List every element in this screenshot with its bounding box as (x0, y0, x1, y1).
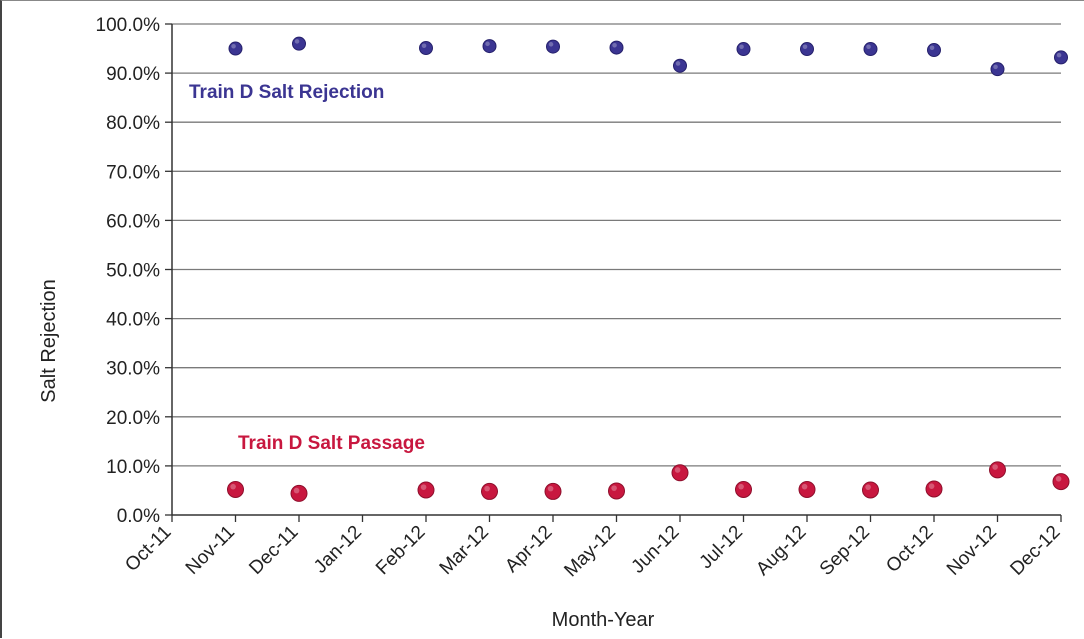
y-tick-labels: 0.0% 10.0% 20.0% 30.0% 40.0% 50.0% 60.0% 70.0% 8… (96, 15, 161, 527)
point-highlight (231, 44, 236, 49)
y-tick-label: 60.0% (106, 211, 160, 232)
x-tick-label: Sep-12 (816, 522, 874, 580)
rejection-point (228, 41, 243, 56)
rejection-point (482, 39, 497, 54)
y-tick-label: 70.0% (106, 162, 160, 183)
point-highlight (928, 483, 935, 489)
point-highlight (866, 44, 871, 50)
x-tick-labels: Oct-11 Nov-11 Dec-11 Jan-12 Feb-12 Mar-12 Apr-… (121, 522, 1064, 582)
point-highlight (739, 44, 744, 50)
series-label-passage: Train D Salt Passage (238, 433, 425, 454)
x-tick-label: Nov-12 (943, 522, 1001, 580)
x-tick-label: Apr-12 (501, 522, 556, 577)
y-tick-label: 50.0% (106, 261, 160, 282)
passage-point (417, 481, 435, 499)
x-tick-label: Dec-11 (245, 522, 302, 579)
x-tick-label: Dec-12 (1006, 522, 1064, 580)
x-tick-label: Aug-12 (752, 522, 810, 580)
axes (165, 23, 1062, 522)
point-highlight (992, 464, 998, 470)
y-tick-label: 40.0% (106, 310, 160, 331)
y-tick-label: 90.0% (106, 64, 160, 85)
x-tick-label: Nov-11 (182, 522, 239, 579)
passage-point (925, 480, 943, 498)
point-highlight (230, 483, 236, 490)
y-tick-label: 10.0% (106, 457, 160, 478)
x-tick-label: Feb-12 (372, 522, 429, 579)
rejection-point (609, 40, 624, 55)
rejection-point (863, 42, 878, 57)
passage-point (544, 482, 562, 500)
rejection-point (927, 43, 941, 58)
y-tick-label: 80.0% (106, 113, 160, 134)
point-highlight (420, 484, 427, 490)
x-tick-label: Jul-12 (696, 522, 747, 573)
passage-point (798, 480, 816, 498)
series-label-rejection: Train D Salt Rejection (189, 82, 384, 103)
rejection-point (292, 36, 306, 51)
passage-point (862, 481, 879, 499)
point-highlight (548, 42, 554, 47)
point-highlight (865, 484, 871, 490)
point-highlight (738, 483, 744, 490)
x-tick-label: Mar-12 (436, 522, 493, 579)
point-highlight (611, 485, 617, 491)
point-highlight (547, 485, 554, 492)
y-tick-label: 30.0% (106, 359, 160, 380)
point-highlight (1055, 476, 1062, 482)
rejection-point (800, 42, 814, 57)
point-highlight (929, 45, 935, 51)
rejection-point (990, 62, 1005, 77)
rejection-point (736, 42, 751, 57)
rejection-point (419, 41, 433, 56)
point-highlight (675, 61, 681, 66)
point-highlight (802, 44, 808, 50)
point-highlight (421, 43, 427, 49)
x-tick-label: May-12 (560, 522, 620, 582)
gridlines (172, 23, 1061, 467)
point-highlight (484, 485, 490, 492)
y-tick-label: 100.0% (96, 15, 161, 36)
rejection-point (546, 39, 560, 54)
passage-point (989, 461, 1006, 479)
rejection-point (673, 58, 687, 73)
rejection-point (1054, 50, 1068, 65)
point-highlight (485, 41, 490, 47)
y-tick-label: 20.0% (106, 408, 160, 429)
x-tick-label: Jun-12 (628, 522, 684, 578)
point-highlight (801, 483, 808, 490)
point-highlight (294, 39, 300, 44)
point-highlight (293, 487, 300, 494)
passage-point (608, 482, 625, 500)
passage-point (671, 464, 689, 482)
passage-point (481, 482, 498, 500)
x-tick-label: Oct-11 (121, 522, 175, 576)
point-highlight (674, 467, 681, 473)
passage-point (290, 484, 308, 502)
point-highlight (612, 43, 617, 48)
passage-point (227, 480, 244, 498)
passage-point (1052, 473, 1070, 491)
x-axis-title: Month-Year (552, 609, 655, 631)
y-tick-label: 0.0% (117, 506, 160, 527)
x-tick-label: Jan-12 (310, 522, 366, 578)
passage-point (735, 480, 752, 498)
y-axis-title: Salt Rejection (38, 279, 60, 402)
point-highlight (1056, 52, 1062, 58)
data-points (227, 36, 1070, 502)
point-highlight (993, 64, 998, 70)
x-tick-label: Oct-12 (882, 522, 937, 577)
